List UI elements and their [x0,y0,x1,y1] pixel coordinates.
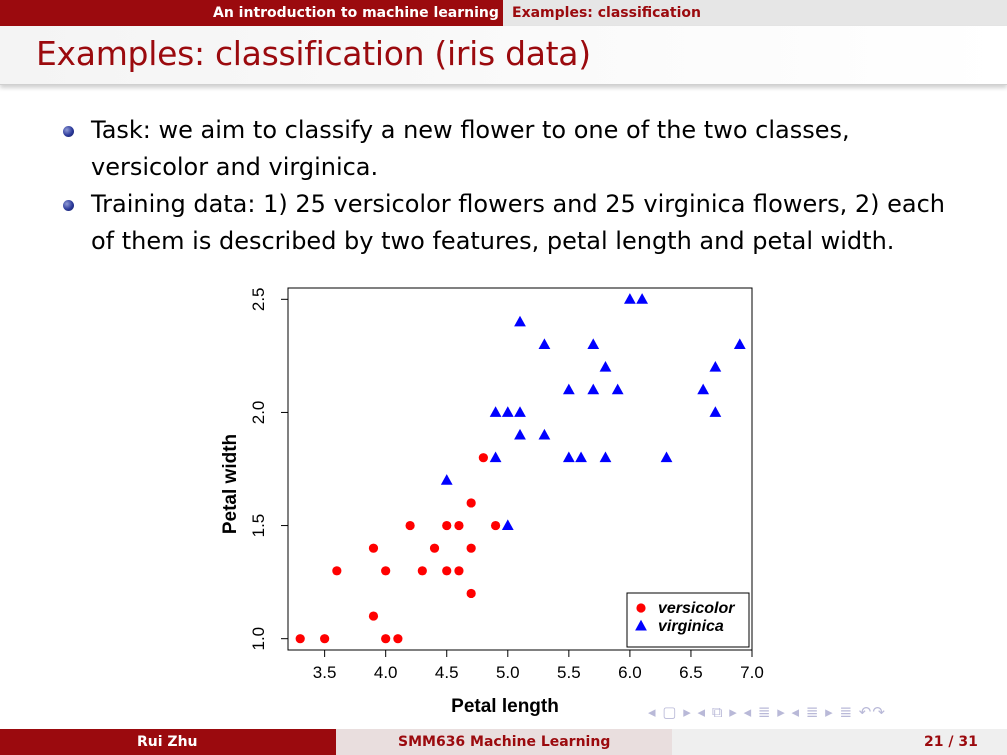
header-section-link[interactable]: An introduction to machine learning [213,5,499,21]
versicolor-point [368,543,379,553]
virginica-point [697,383,710,395]
virginica-point [709,360,722,372]
y-tick-label: 2.5 [249,287,268,311]
versicolor-point [466,543,476,553]
y-tick-label: 1.5 [249,514,268,538]
beamer-navigation-icons[interactable]: ◂ ▢ ▸ ◂ ⧉ ▸ ◂ ≣ ▸ ◂ ≣ ▸ ≣ ↶↷ [648,703,886,721]
x-tick-label: 7.0 [740,663,764,682]
bullet-item: Training data: 1) 25 versicolor flowers … [60,186,960,260]
virginica-point [440,474,453,485]
x-tick-label: 5.5 [557,663,581,682]
versicolor-point [466,588,476,599]
virginica-point [562,451,575,463]
footer-course: SMM636 Machine Learning [398,734,611,750]
virginica-point [538,338,551,350]
bullet-icon [63,200,74,211]
versicolor-point [442,520,452,531]
virginica-point [489,406,502,417]
y-tick-label: 2.0 [249,401,268,425]
bullet-list: Task: we aim to classify a new flower to… [60,112,960,260]
virginica-point [538,428,551,440]
virginica-point [611,383,624,395]
versicolor-point [393,634,403,644]
versicolor-point [417,566,427,576]
legend-virginica-icon [635,619,647,631]
legend-label: versicolor [658,600,735,617]
versicolor-point [454,520,464,531]
virginica-point [514,406,526,417]
virginica-point [624,293,636,304]
versicolor-point [332,566,342,576]
header-subsection-panel [503,0,1007,26]
x-tick-label: 5.0 [496,663,520,682]
scatter-chart: 3.5 4.0 4.5 5.0 5.5 6.0 6.5 7.0 1.0 1.5 2.0 2.5 Peta… [220,287,764,717]
footer-author-panel [0,729,336,755]
y-tick-label: 1.0 [249,627,268,651]
bullet-text: Task: we aim to classify a new flower to… [91,116,850,181]
title-bar: Examples: classification (iris data) [0,26,1007,85]
legend-versicolor-icon [636,603,646,613]
versicolor-point [490,520,501,531]
virginica-point [514,428,526,440]
legend-box [626,592,750,648]
footer-course-panel [336,729,672,755]
virginica-point [562,383,575,395]
virginica-point [636,293,648,304]
bullet-item: Task: we aim to classify a new flower to… [60,112,960,186]
virginica-point [660,451,673,463]
x-tick-label: 6.5 [679,663,703,682]
versicolor-point [454,566,464,576]
x-axis-title: Petal length [451,696,559,717]
footer-page-panel [672,729,1007,755]
footer-author: Rui Zhu [137,734,198,750]
virginica-point [587,383,600,395]
virginica-point [733,338,746,350]
virginica-point [599,451,612,463]
virginica-point [501,406,514,417]
versicolor-point [368,611,379,621]
footer-page-number: 21 / 31 [924,734,978,750]
header-subsection-link[interactable]: Examples: classification [512,5,701,21]
versicolor-point [381,634,391,644]
versicolor-point [429,543,440,553]
legend-label: virginica [658,618,724,635]
versicolor-point [466,498,476,508]
virginica-point [587,338,600,350]
virginica-point [514,315,526,327]
versicolor-point [320,634,330,644]
x-tick-label: 4.0 [374,663,398,682]
virginica-point [599,360,612,372]
virginica-point [501,519,514,531]
versicolor-point [478,453,488,463]
versicolor-point [442,566,452,576]
header-bar: An introduction to machine learning Exam… [0,0,1007,26]
versicolor-point [295,634,305,644]
header-section-panel [0,0,503,26]
versicolor-point [405,520,415,531]
x-tick-label: 4.5 [435,663,459,682]
virginica-point [709,406,722,417]
virginica-point [489,451,502,463]
slide-title: Examples: classification (iris data) [36,34,591,73]
x-tick-label: 3.5 [313,663,337,682]
virginica-point [575,451,587,463]
footer-bar: Rui Zhu SMM636 Machine Learning 21 / 31 [0,729,1007,755]
bullet-text: Training data: 1) 25 versicolor flowers … [91,190,946,255]
y-axis-title: Petal width [220,434,241,534]
versicolor-point [381,566,391,576]
bullet-icon [63,126,74,137]
x-tick-label: 6.0 [618,663,642,682]
